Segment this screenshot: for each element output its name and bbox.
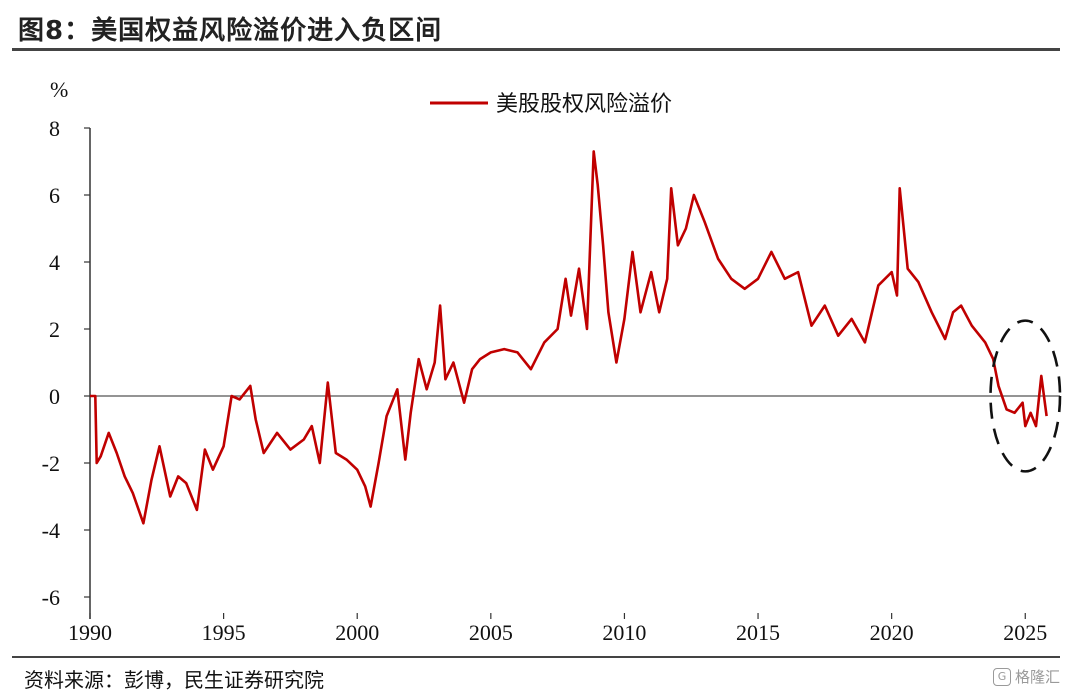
series — [90, 150, 1048, 525]
x-tick-label: 2000 — [335, 620, 379, 645]
series-line — [90, 150, 1048, 525]
x-tick-label: 2015 — [736, 620, 780, 645]
x-tick-label: 2025 — [1003, 620, 1047, 645]
y-tick-label: 8 — [49, 116, 60, 141]
y-tick-label: -4 — [42, 518, 60, 543]
watermark-logo-icon: G — [992, 667, 1011, 686]
source-note: 资料来源：彭博，民生证券研究院 — [24, 668, 324, 692]
y-tick-label: 0 — [49, 384, 60, 409]
axes — [89, 128, 1060, 619]
watermark-text: 格隆汇 — [1014, 668, 1060, 686]
x-tick-label: 2010 — [602, 620, 646, 645]
watermark: G 格隆汇 — [992, 666, 1060, 687]
y-tick-labels: 8 6 4 2 0 -2 -4 -6 — [42, 116, 90, 610]
footer-rule — [12, 656, 1060, 658]
y-tick-label: -6 — [42, 585, 60, 610]
legend: 美股股权风险溢价 — [430, 92, 672, 117]
y-axis-unit-label: % — [50, 77, 68, 102]
x-tick-label: 2020 — [870, 620, 914, 645]
x-tick-label: 1990 — [68, 620, 112, 645]
y-tick-label: -2 — [42, 451, 60, 476]
y-tick-label: 4 — [49, 250, 60, 275]
x-tick-label: 2005 — [469, 620, 513, 645]
x-tick-labels: 1990 1995 2000 2005 2010 2015 2020 2025 — [68, 613, 1047, 645]
legend-label: 美股股权风险溢价 — [496, 92, 672, 117]
annotations — [989, 319, 1062, 473]
figure-title: 图8：美国权益风险溢价进入负区间 — [18, 16, 443, 46]
y-tick-label: 6 — [49, 183, 60, 208]
highlight-ellipse — [989, 319, 1062, 473]
x-tick-label: 1995 — [202, 620, 246, 645]
y-tick-label: 2 — [49, 317, 60, 342]
title-rule — [12, 48, 1060, 51]
